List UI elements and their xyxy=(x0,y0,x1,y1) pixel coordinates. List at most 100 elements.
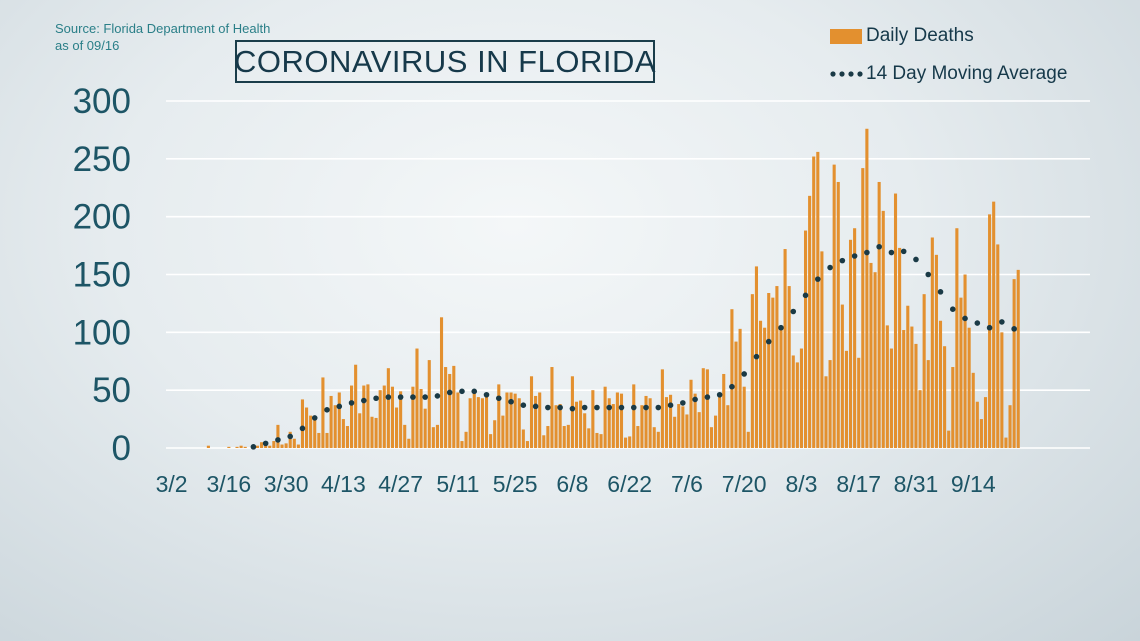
x-tick-label: 5/11 xyxy=(436,471,479,497)
bar-daily-deaths xyxy=(313,417,317,448)
moving-average-point xyxy=(680,400,686,406)
moving-average-point xyxy=(692,396,698,403)
chart-title-box: CORONAVIRUS IN FLORIDA xyxy=(234,40,656,83)
moving-average-point xyxy=(275,437,281,443)
bar-daily-deaths xyxy=(812,156,816,448)
moving-average-point xyxy=(471,388,478,395)
moving-average-point xyxy=(778,324,784,331)
bar-daily-deaths xyxy=(914,343,918,448)
bar-daily-deaths xyxy=(828,360,832,448)
moving-average-point xyxy=(545,404,551,411)
bar-daily-deaths xyxy=(750,294,754,448)
x-tick-label: 9/14 xyxy=(951,471,996,497)
moving-average-point xyxy=(373,395,379,402)
bar-daily-deaths xyxy=(300,399,305,448)
legend: Daily Deaths 14 Day Moving Average xyxy=(830,24,1067,100)
x-tick-label: 4/13 xyxy=(321,471,366,497)
moving-average-point xyxy=(422,394,428,400)
moving-average-point xyxy=(336,403,343,410)
bar-daily-deaths xyxy=(452,365,456,448)
bar-daily-deaths xyxy=(947,430,951,448)
bar-daily-deaths xyxy=(570,376,574,448)
moving-average-point xyxy=(1011,326,1017,332)
bar-daily-deaths xyxy=(726,405,730,448)
bar-daily-deaths xyxy=(435,424,439,448)
x-tick-label: 7/6 xyxy=(671,471,703,497)
bar-daily-deaths xyxy=(607,398,611,448)
bar-daily-deaths xyxy=(975,401,979,448)
bar-daily-deaths xyxy=(697,412,701,448)
bar-daily-deaths xyxy=(787,286,791,448)
moving-average-point xyxy=(790,308,797,315)
legend-item-moving-average: 14 Day Moving Average xyxy=(830,62,1067,86)
moving-average-point xyxy=(802,292,809,299)
bar-daily-deaths xyxy=(292,438,296,448)
bar-daily-deaths xyxy=(382,385,386,448)
bar-daily-deaths xyxy=(562,426,566,448)
bar-daily-deaths xyxy=(517,398,521,448)
bar-daily-deaths xyxy=(705,369,709,448)
bar-daily-deaths xyxy=(260,442,264,448)
bar-daily-deaths xyxy=(476,397,480,448)
bar-daily-deaths xyxy=(983,397,988,448)
bar-daily-deaths xyxy=(685,414,689,448)
bar-daily-deaths xyxy=(869,262,873,448)
bar-daily-deaths xyxy=(615,392,619,448)
moving-average-point xyxy=(876,243,882,250)
bar-daily-deaths xyxy=(1000,332,1004,448)
y-tick-label: 300 xyxy=(73,82,131,121)
bar-daily-deaths xyxy=(415,348,419,448)
y-tick-label: 100 xyxy=(73,313,131,352)
bar-daily-deaths xyxy=(701,368,705,448)
bar-daily-deaths xyxy=(808,195,812,448)
moving-average-point xyxy=(667,402,674,409)
bar-daily-deaths xyxy=(419,389,423,448)
bar-daily-deaths xyxy=(816,151,820,448)
moving-average-point xyxy=(729,383,735,390)
bar-daily-deaths xyxy=(268,445,272,448)
moving-average-point xyxy=(716,391,723,398)
bar-daily-deaths xyxy=(861,168,865,448)
bar-daily-deaths xyxy=(746,431,750,448)
moving-average-point xyxy=(925,271,932,278)
bar-daily-deaths xyxy=(386,368,390,448)
bar-daily-deaths xyxy=(513,393,517,448)
bar-daily-deaths xyxy=(951,367,955,448)
moving-average-point xyxy=(348,400,355,406)
bar-daily-deaths xyxy=(554,405,558,448)
bar-daily-deaths xyxy=(992,201,996,448)
bar-daily-deaths xyxy=(771,297,775,448)
bar-daily-deaths xyxy=(628,436,632,448)
bar-daily-deaths xyxy=(366,384,370,448)
moving-average-point xyxy=(827,264,833,271)
bar-daily-deaths xyxy=(820,251,824,448)
bar-daily-deaths xyxy=(767,293,771,448)
bar-daily-deaths xyxy=(309,415,313,448)
bar-daily-deaths xyxy=(558,404,562,448)
bar-daily-deaths xyxy=(722,373,726,448)
bar-daily-deaths xyxy=(206,445,210,448)
bar-daily-deaths xyxy=(857,357,861,448)
bar-daily-deaths xyxy=(444,367,448,448)
moving-average-point xyxy=(434,393,441,399)
moving-average-point xyxy=(974,320,981,326)
bar-daily-deaths xyxy=(227,446,231,448)
bar-daily-deaths xyxy=(550,367,554,448)
bar-daily-deaths xyxy=(362,385,366,448)
bar-daily-deaths xyxy=(943,346,947,448)
bar-daily-deaths xyxy=(337,392,341,448)
bar-daily-deaths xyxy=(689,379,693,448)
moving-average-point xyxy=(594,404,600,411)
bar-daily-deaths xyxy=(235,446,239,448)
moving-average-point xyxy=(839,257,846,264)
bar-daily-deaths xyxy=(354,364,358,448)
bar-daily-deaths xyxy=(848,239,853,448)
bar-daily-deaths xyxy=(775,286,779,448)
moving-average-point xyxy=(900,248,907,255)
bar-daily-deaths xyxy=(542,435,546,448)
bar-daily-deaths xyxy=(660,369,664,448)
bar-daily-deaths xyxy=(636,426,640,448)
bar-daily-deaths xyxy=(239,445,243,448)
bar-daily-deaths xyxy=(898,247,902,448)
bar-daily-deaths xyxy=(664,397,669,448)
